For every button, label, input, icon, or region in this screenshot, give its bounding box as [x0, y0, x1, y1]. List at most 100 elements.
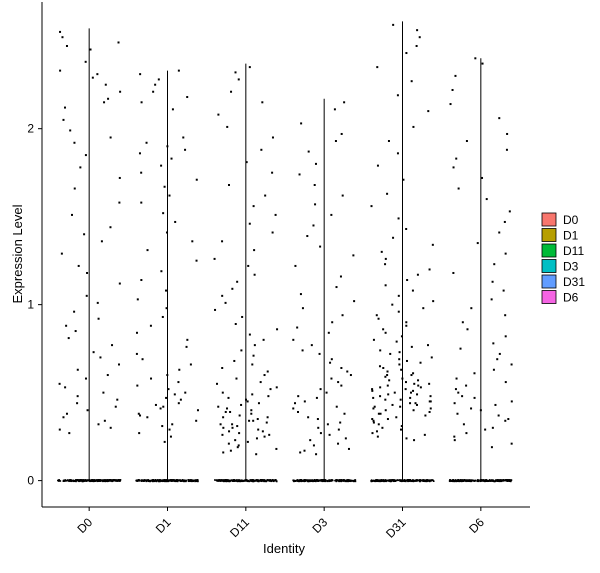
- zero-point: [397, 479, 400, 482]
- zero-point: [94, 479, 96, 482]
- zero-point: [378, 479, 381, 482]
- data-point: [405, 437, 408, 440]
- data-point: [275, 386, 278, 389]
- data-point: [504, 419, 507, 422]
- data-point: [377, 317, 380, 320]
- data-point: [410, 345, 413, 348]
- data-point: [86, 271, 89, 274]
- data-point: [77, 264, 80, 267]
- data-point: [306, 235, 309, 238]
- data-point: [224, 410, 227, 413]
- data-point: [416, 273, 419, 276]
- data-point: [506, 132, 509, 135]
- data-point: [252, 205, 255, 208]
- data-point: [454, 74, 457, 77]
- zero-point: [77, 479, 80, 481]
- zero-point: [496, 479, 499, 481]
- data-point: [168, 194, 171, 197]
- zero-point: [81, 479, 84, 481]
- data-point: [340, 366, 343, 369]
- data-point: [76, 402, 79, 405]
- zero-point: [297, 479, 300, 482]
- violin-group-D6: [448, 57, 513, 483]
- legend-label: D0: [563, 213, 579, 227]
- data-point: [416, 29, 419, 32]
- data-point: [166, 374, 169, 377]
- data-point: [248, 333, 251, 336]
- zero-point: [473, 480, 476, 482]
- data-point: [226, 125, 229, 128]
- zero-point: [274, 479, 277, 482]
- data-point: [381, 426, 384, 429]
- data-point: [309, 439, 312, 442]
- zero-point: [251, 480, 254, 483]
- zero-point: [242, 480, 244, 483]
- data-point: [103, 419, 106, 422]
- data-point: [217, 405, 220, 408]
- zero-point: [194, 480, 196, 483]
- data-point: [154, 403, 157, 406]
- zero-point: [255, 479, 258, 482]
- data-point: [314, 203, 317, 206]
- data-point: [229, 410, 232, 413]
- data-point: [247, 264, 250, 267]
- zero-point: [176, 479, 179, 482]
- zero-point: [403, 480, 406, 483]
- zero-point: [79, 480, 82, 482]
- data-point: [170, 157, 173, 160]
- zero-point: [252, 480, 255, 483]
- zero-point: [348, 479, 350, 481]
- data-point: [399, 398, 402, 401]
- data-point: [149, 324, 152, 327]
- data-point: [274, 213, 277, 216]
- data-point: [315, 453, 318, 456]
- data-point: [259, 381, 262, 384]
- data-point: [474, 57, 477, 60]
- zero-point: [408, 479, 410, 481]
- data-point: [96, 73, 99, 76]
- data-point: [328, 433, 331, 436]
- data-point: [216, 382, 219, 385]
- data-point: [416, 393, 419, 396]
- data-point: [496, 358, 499, 361]
- zero-point: [225, 480, 227, 483]
- data-point: [386, 374, 389, 377]
- data-point: [453, 439, 456, 442]
- zero-point: [151, 479, 154, 481]
- data-point: [353, 300, 356, 303]
- zero-point: [370, 480, 373, 483]
- data-point: [481, 176, 484, 179]
- data-point: [160, 270, 163, 273]
- data-point: [267, 395, 270, 398]
- zero-point: [466, 479, 468, 481]
- legend-key-D3: [541, 259, 557, 273]
- data-point: [384, 409, 387, 412]
- zero-point: [330, 480, 332, 482]
- zero-point: [428, 479, 431, 482]
- data-point: [174, 220, 177, 223]
- data-point: [103, 101, 106, 104]
- data-point: [250, 412, 253, 415]
- zero-point: [484, 480, 486, 483]
- data-point: [422, 307, 425, 310]
- data-point: [253, 344, 256, 347]
- data-point: [253, 249, 256, 252]
- data-point: [58, 428, 61, 431]
- data-point: [386, 370, 389, 373]
- data-point: [330, 213, 333, 216]
- data-point: [162, 405, 165, 408]
- data-point: [457, 187, 460, 190]
- data-point: [109, 226, 112, 229]
- violin-group-D31: [370, 21, 435, 483]
- data-point: [106, 374, 109, 377]
- zero-point: [300, 480, 303, 483]
- data-point: [476, 242, 479, 245]
- zero-point: [62, 479, 65, 482]
- data-point: [84, 377, 87, 380]
- data-point: [379, 386, 382, 389]
- data-point: [490, 446, 493, 449]
- zero-point: [474, 479, 477, 482]
- data-point: [384, 398, 387, 401]
- data-point: [401, 377, 404, 380]
